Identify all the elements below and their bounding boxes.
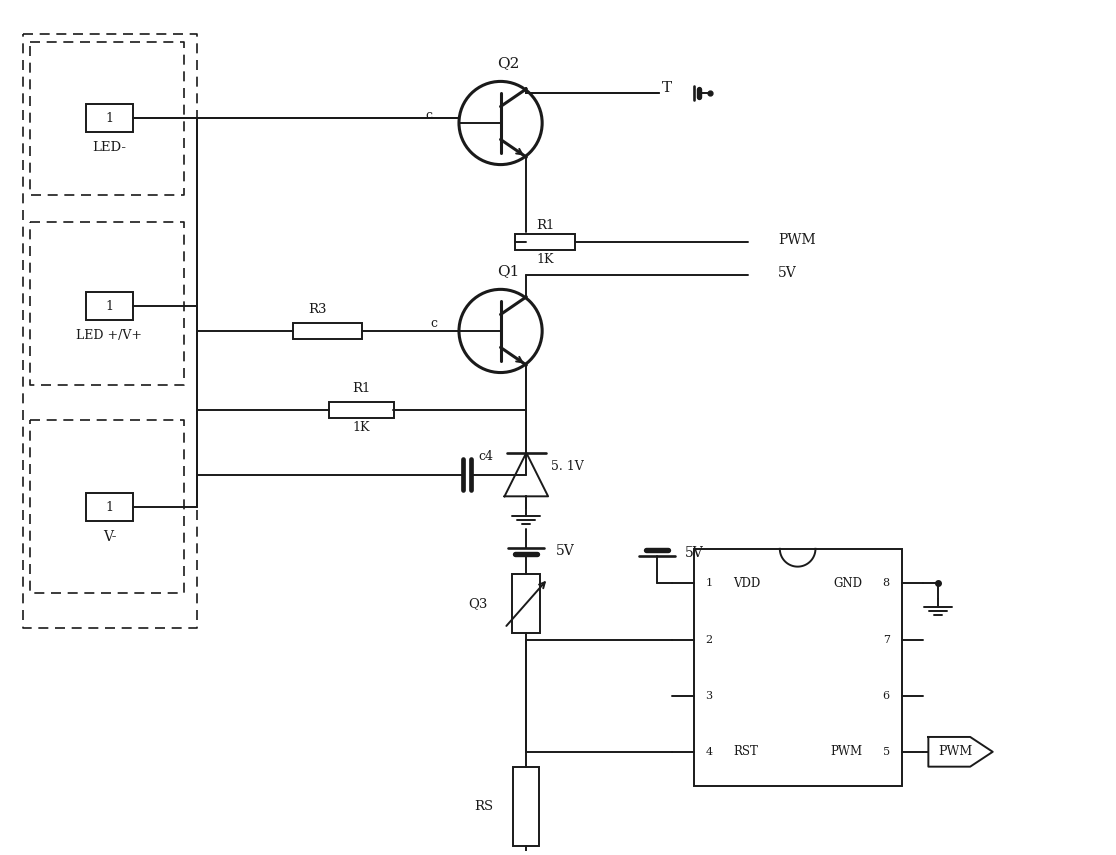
Bar bbox=[516, 234, 575, 250]
Text: c: c bbox=[431, 316, 437, 329]
Text: PWM: PWM bbox=[937, 746, 972, 758]
Text: 1: 1 bbox=[105, 300, 114, 313]
Text: R1: R1 bbox=[352, 382, 371, 395]
Text: Q2: Q2 bbox=[498, 56, 520, 71]
Bar bbox=[694, 549, 902, 787]
Text: 3: 3 bbox=[705, 691, 713, 701]
Text: c4: c4 bbox=[479, 451, 493, 463]
Bar bbox=[86, 493, 133, 521]
Text: 5V: 5V bbox=[556, 544, 575, 557]
Text: 4: 4 bbox=[705, 746, 713, 757]
Text: RS: RS bbox=[474, 799, 493, 813]
Text: Q3: Q3 bbox=[469, 597, 488, 610]
Text: 8: 8 bbox=[883, 579, 889, 588]
Bar bbox=[512, 574, 540, 633]
Text: 5V: 5V bbox=[685, 545, 703, 560]
Text: Q1: Q1 bbox=[498, 264, 520, 279]
Text: PWM: PWM bbox=[778, 233, 816, 247]
Text: VDD: VDD bbox=[733, 577, 760, 590]
Text: 1K: 1K bbox=[537, 253, 554, 266]
Text: LED-: LED- bbox=[93, 141, 126, 154]
Text: R3: R3 bbox=[308, 303, 327, 315]
Text: PWM: PWM bbox=[830, 746, 862, 758]
Text: LED +/V+: LED +/V+ bbox=[76, 329, 143, 342]
Text: 7: 7 bbox=[883, 634, 889, 645]
Text: 5: 5 bbox=[883, 746, 889, 757]
Text: GND: GND bbox=[833, 577, 862, 590]
Bar bbox=[86, 104, 133, 132]
Text: T: T bbox=[662, 81, 672, 96]
Text: 1: 1 bbox=[705, 579, 713, 588]
Text: 5V: 5V bbox=[778, 266, 797, 280]
Text: 1: 1 bbox=[105, 111, 114, 125]
Text: 1K: 1K bbox=[353, 422, 369, 434]
Bar bbox=[86, 292, 133, 320]
Text: 5. 1V: 5. 1V bbox=[551, 460, 584, 473]
Text: R1: R1 bbox=[536, 220, 555, 233]
Text: 2: 2 bbox=[705, 634, 713, 645]
Bar bbox=[513, 767, 539, 846]
Text: 1: 1 bbox=[105, 501, 114, 514]
Text: V-: V- bbox=[103, 530, 116, 544]
Bar bbox=[329, 402, 394, 418]
Text: c: c bbox=[426, 109, 433, 121]
Bar bbox=[292, 323, 362, 339]
Text: 6: 6 bbox=[883, 691, 889, 701]
Text: RST: RST bbox=[733, 746, 758, 758]
